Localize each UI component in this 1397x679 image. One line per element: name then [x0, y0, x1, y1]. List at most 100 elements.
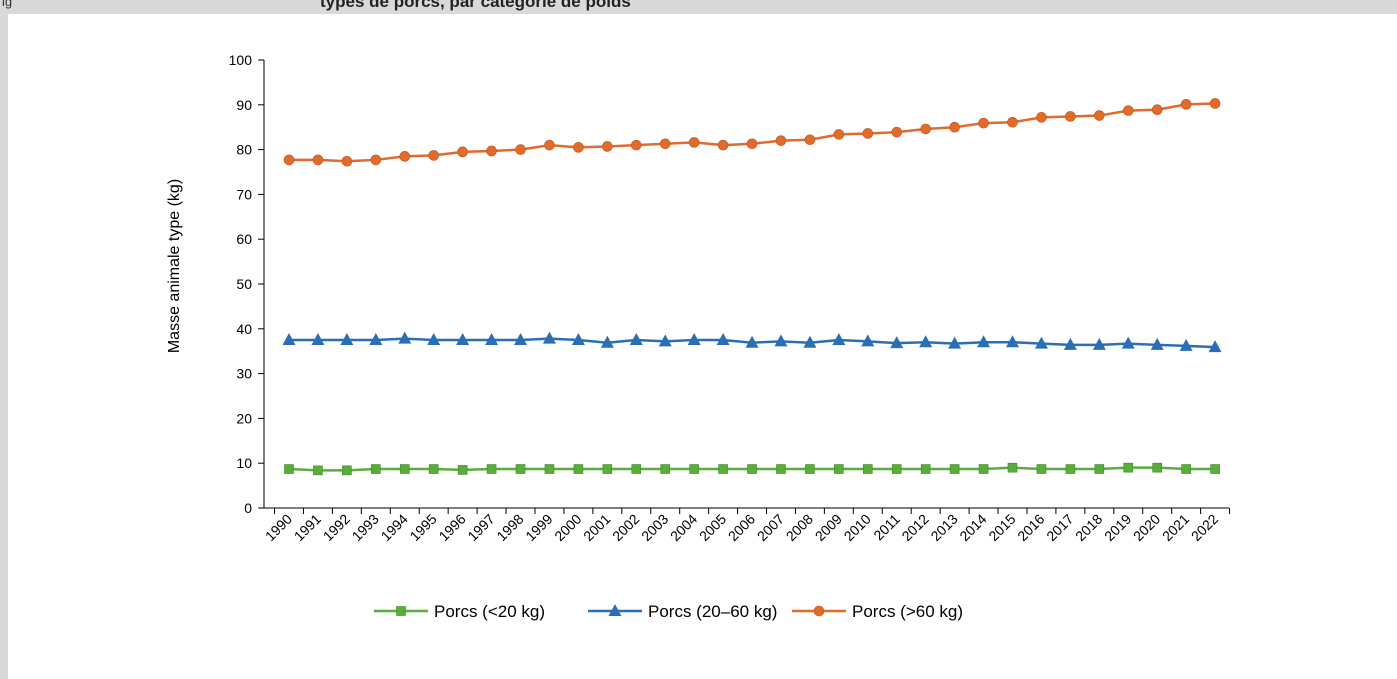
- y-tick-label: 20: [236, 410, 252, 426]
- data-point: [804, 134, 816, 146]
- legend-item: Porcs (<20 kg): [374, 602, 545, 621]
- data-point: [486, 145, 497, 157]
- y-axis-title: Masse animale type (kg): [166, 179, 183, 353]
- x-tick-label: 2017: [1043, 511, 1076, 544]
- x-tick-label: 2005: [696, 511, 729, 544]
- x-tick-label: 1995: [406, 511, 439, 544]
- data-point: [948, 336, 962, 349]
- x-tick-label: 2002: [609, 511, 642, 544]
- data-point: [602, 464, 613, 474]
- y-axis-ticks: 0 10 20 30 40 50 60 70 80 90 100: [229, 52, 264, 516]
- axes: [263, 60, 1229, 509]
- data-point: [399, 151, 411, 162]
- data-point: [544, 139, 555, 151]
- x-tick-label: 2012: [898, 511, 931, 544]
- x-tick-label: 2001: [580, 511, 613, 544]
- x-tick-label: 2021: [1159, 511, 1192, 544]
- y-tick-label: 60: [236, 231, 252, 247]
- data-point: [1007, 462, 1018, 473]
- series-3: [283, 98, 1221, 167]
- x-tick-label: 1999: [522, 511, 555, 544]
- data-point: [600, 335, 614, 348]
- legend-label: Porcs (<20 kg): [434, 602, 545, 621]
- data-point: [1063, 337, 1077, 350]
- data-point: [398, 331, 412, 344]
- y-tick-label: 40: [236, 321, 252, 337]
- data-point: [689, 464, 699, 474]
- chart-panel: 0 10 20 30 40 50 60 70 80 90 100 1990 1991 1992 1993 1…: [8, 14, 1397, 679]
- legend: Porcs (<20 kg) Porcs (20–60 kg) Porcs (>60…: [374, 602, 963, 621]
- data-point: [515, 144, 526, 155]
- data-point: [978, 464, 989, 474]
- data-point: [1150, 337, 1164, 350]
- x-tick-label: 2020: [1130, 511, 1163, 544]
- y-tick-label: 100: [229, 52, 253, 68]
- data-point: [542, 331, 556, 344]
- data-point: [573, 464, 584, 474]
- data-point: [370, 154, 382, 166]
- data-point: [833, 129, 845, 140]
- x-tick-label: 2019: [1101, 511, 1134, 544]
- data-point: [457, 146, 468, 158]
- data-point: [283, 154, 295, 166]
- data-point: [631, 464, 642, 474]
- caption-prefix: ig: [2, 0, 13, 9]
- data-point: [920, 464, 931, 474]
- x-tick-label: 2018: [1072, 511, 1105, 544]
- x-tick-label: 2006: [725, 511, 758, 544]
- data-point: [891, 464, 902, 474]
- data-point: [949, 464, 960, 474]
- data-point: [834, 464, 844, 474]
- data-point: [428, 464, 439, 474]
- x-tick-label: 1990: [262, 511, 295, 544]
- data-point: [1065, 464, 1076, 474]
- legend-swatch-marker: [396, 606, 406, 616]
- data-point: [1209, 98, 1221, 109]
- x-axis-ticks: 1990199119921993199419951996199719981999…: [262, 508, 1231, 544]
- data-point: [919, 335, 933, 348]
- x-tick-label: 1993: [349, 511, 382, 544]
- data-point: [1094, 464, 1105, 474]
- x-tick-label: 1994: [378, 511, 411, 544]
- data-point: [1065, 111, 1076, 122]
- figure-caption-bar: ig types de porcs, par catégorie de poid…: [0, 0, 1397, 14]
- y-tick-label: 90: [236, 97, 252, 113]
- x-tick-label: 2015: [985, 511, 1018, 544]
- data-point: [977, 335, 991, 348]
- x-tick-label: 2011: [870, 511, 903, 544]
- x-tick-label: 2003: [638, 511, 671, 544]
- data-point: [340, 333, 354, 345]
- legend-label: Porcs (20–60 kg): [648, 602, 777, 621]
- data-point: [687, 333, 701, 345]
- y-tick-label: 0: [244, 500, 252, 516]
- x-tick-label: 2010: [841, 511, 874, 544]
- data-point: [629, 333, 643, 345]
- data-point: [658, 334, 672, 347]
- data-point: [832, 333, 846, 345]
- x-tick-label: 2007: [754, 511, 787, 544]
- data-point: [602, 141, 613, 152]
- data-point: [891, 126, 903, 138]
- x-tick-label: 2004: [667, 511, 700, 544]
- data-point: [428, 150, 440, 161]
- data-point: [515, 464, 526, 474]
- y-tick-label: 50: [236, 276, 252, 292]
- data-point: [862, 128, 874, 139]
- data-point: [1006, 335, 1019, 348]
- x-tick-label: 2008: [783, 511, 816, 544]
- data-point: [688, 137, 700, 148]
- x-tick-label: 1991: [291, 511, 324, 544]
- data-point: [803, 335, 817, 348]
- data-point: [544, 464, 555, 474]
- data-point: [571, 333, 585, 345]
- data-point: [861, 334, 875, 347]
- data-point: [341, 155, 353, 167]
- legend-label: Porcs (>60 kg): [852, 602, 963, 621]
- data-point: [978, 117, 989, 129]
- data-point: [1180, 99, 1192, 110]
- data-point: [371, 464, 381, 474]
- data-point: [745, 335, 759, 348]
- x-tick-label: 2016: [1014, 511, 1047, 544]
- data-point: [399, 464, 410, 474]
